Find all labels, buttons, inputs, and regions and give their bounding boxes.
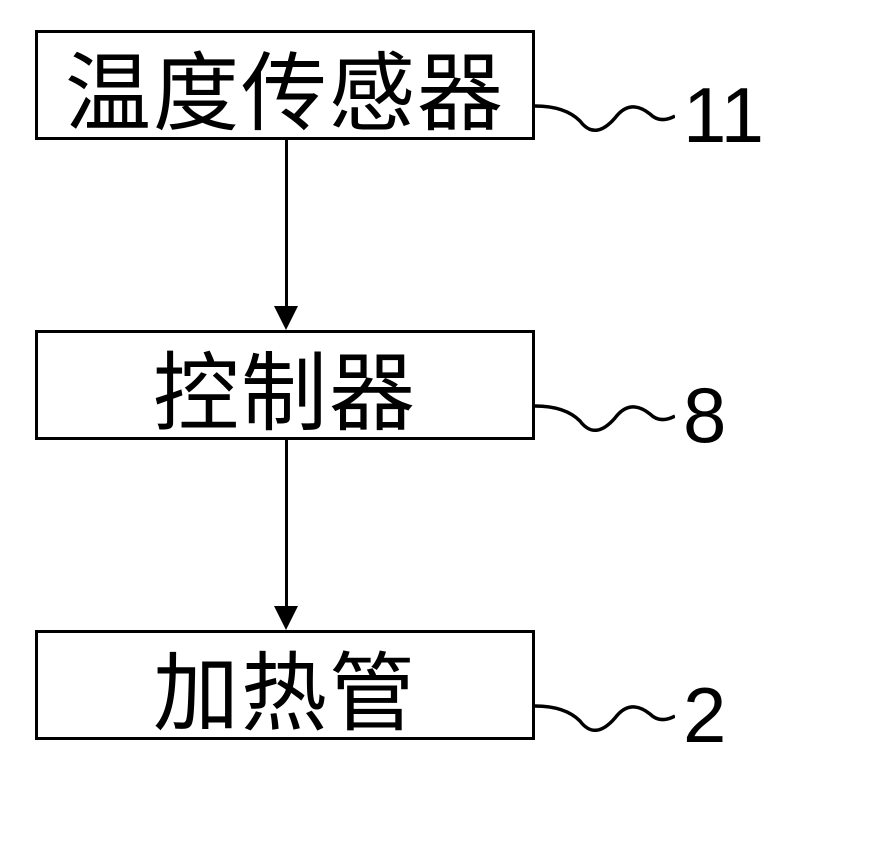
callout-controller: 8 [535,370,726,461]
callout-controller-label: 8 [683,370,726,461]
callout-heater-label: 2 [683,670,726,761]
callout-sensor: 11 [535,70,764,161]
box-heater: 加热管 [35,630,535,740]
squiggle-icon [535,386,675,446]
box-sensor: 温度传感器 [35,30,535,140]
callout-sensor-label: 11 [683,70,764,161]
box-controller: 控制器 [35,330,535,440]
diagram-container: 温度传感器 11 控制器 8 加热管 2 [35,30,855,830]
box-sensor-text: 温度传感器 [49,23,521,148]
squiggle-icon [535,86,675,146]
arrow-controller-to-heater [285,440,288,630]
box-controller-text: 控制器 [137,323,433,448]
callout-heater: 2 [535,670,726,761]
arrow-sensor-to-controller [285,140,288,330]
arrow-line [285,140,288,310]
arrow-line [285,440,288,610]
squiggle-icon [535,686,675,746]
box-heater-text: 加热管 [137,623,433,748]
